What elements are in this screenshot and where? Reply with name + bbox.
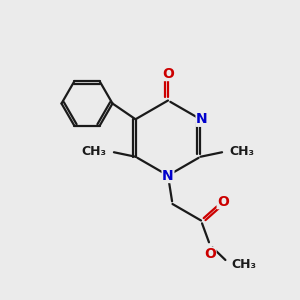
Text: CH₃: CH₃ <box>81 145 106 158</box>
Text: O: O <box>217 195 229 208</box>
Text: N: N <box>162 169 174 182</box>
Text: O: O <box>204 248 216 262</box>
Text: CH₃: CH₃ <box>231 257 256 271</box>
Text: CH₃: CH₃ <box>230 145 255 158</box>
Text: N: N <box>196 112 208 126</box>
Text: O: O <box>162 67 174 80</box>
